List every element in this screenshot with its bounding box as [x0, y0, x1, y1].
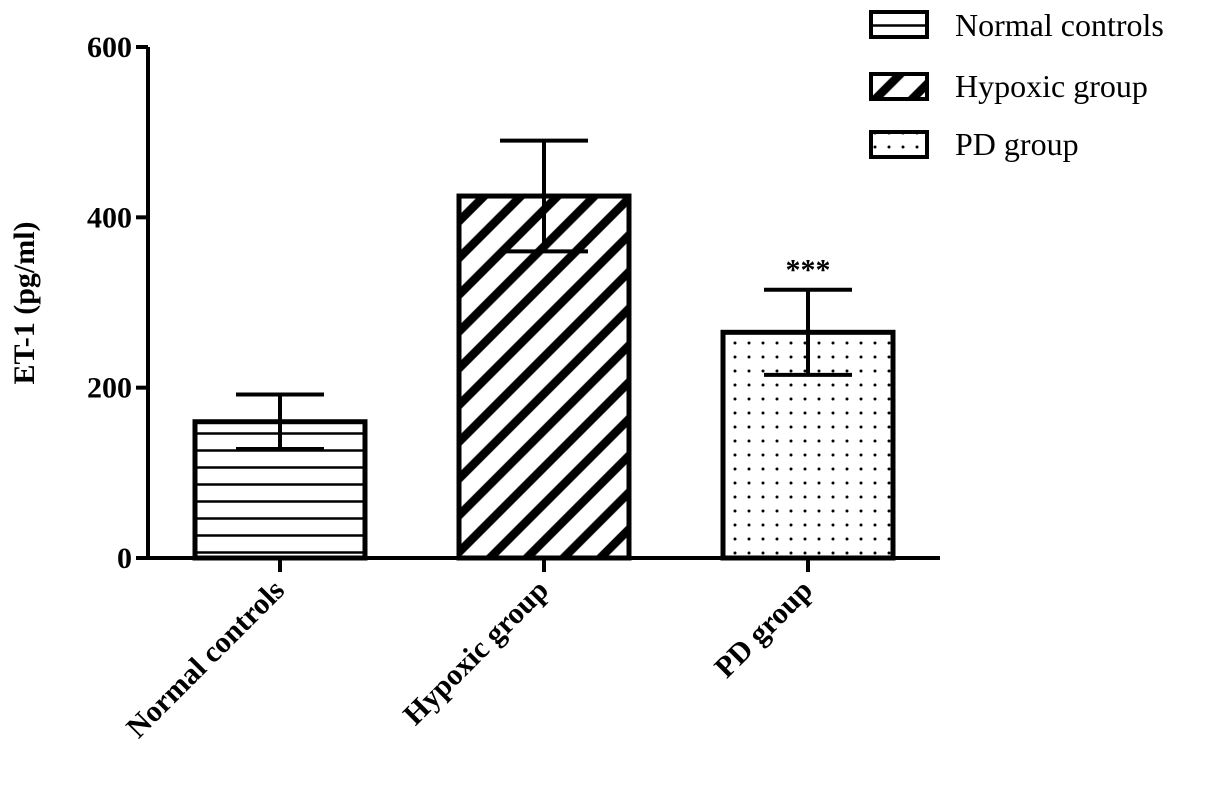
y-tick-label-200: 200: [87, 372, 132, 405]
bar-hypoxic-group: [456, 193, 632, 561]
y-axis: 0 200 400 600: [87, 31, 150, 575]
legend-label-pd-group: PD group: [955, 126, 1079, 162]
legend: Normal controls Hypoxic group PD group: [869, 7, 1164, 162]
error-bar-pd-group: [764, 287, 852, 377]
y-tick-label-600: 600: [87, 31, 132, 64]
x-tick-label-hypoxic-group: Hypoxic group: [397, 574, 555, 732]
error-bar-normal-controls: [236, 392, 324, 451]
y-tick-label-0: 0: [117, 542, 132, 575]
legend-swatch-hypoxic-group: [869, 72, 929, 101]
x-tick-labels: Normal controls Hypoxic group PD group: [120, 574, 819, 745]
x-tick-label-normal-controls: Normal controls: [120, 574, 291, 745]
legend-swatch-pd-group: [869, 130, 929, 159]
x-tick-label-pd-group: PD group: [708, 574, 819, 685]
significance-pd-group: ***: [786, 254, 831, 287]
legend-label-normal-controls: Normal controls: [955, 7, 1164, 43]
legend-label-hypoxic-group: Hypoxic group: [955, 68, 1148, 104]
error-bars: [236, 138, 852, 451]
y-tick-label-400: 400: [87, 201, 132, 234]
legend-swatch-normal-controls: [869, 10, 929, 39]
annotations: ***: [786, 254, 831, 287]
error-bar-hypoxic-group: [500, 138, 588, 254]
y-axis-title: ET-1 (pg/ml): [8, 221, 41, 384]
